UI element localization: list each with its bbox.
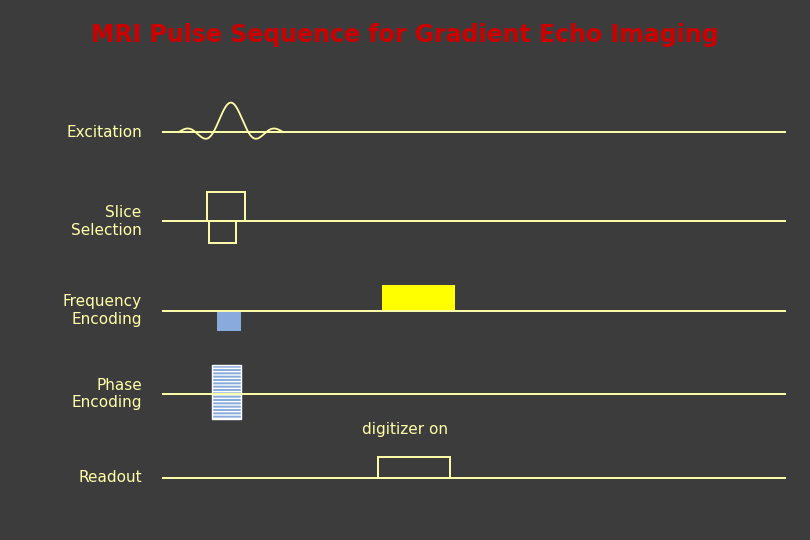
Text: digitizer on: digitizer on [362, 422, 448, 437]
Text: Readout: Readout [78, 470, 142, 485]
Text: MRI Pulse Sequence for Gradient Echo Imaging: MRI Pulse Sequence for Gradient Echo Ima… [92, 23, 718, 47]
Bar [382, 285, 455, 310]
Text: Slice
Selection: Slice Selection [71, 205, 142, 238]
Bar [209, 221, 236, 243]
Bar [217, 310, 241, 331]
Bar [207, 192, 245, 221]
Text: Phase
Encoding: Phase Encoding [71, 378, 142, 410]
Bar [212, 364, 241, 418]
Text: Frequency
Encoding: Frequency Encoding [62, 294, 142, 327]
Bar [378, 457, 450, 478]
Text: Excitation: Excitation [66, 125, 142, 140]
